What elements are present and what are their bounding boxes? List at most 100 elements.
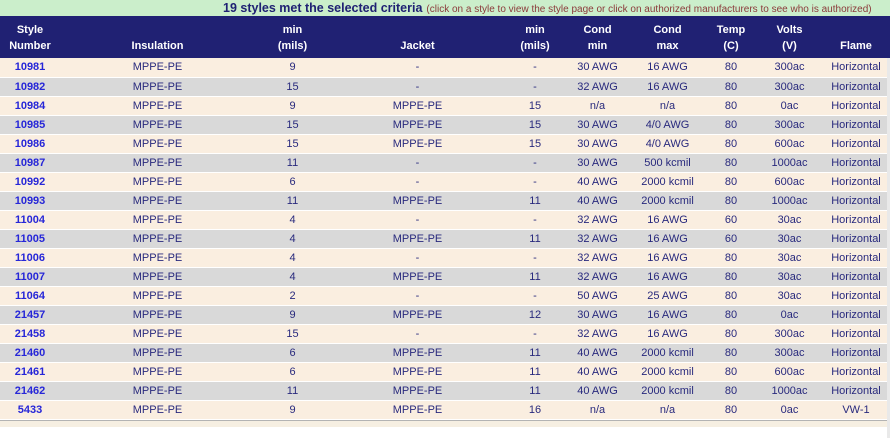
- cell-jacket: MPPE-PE: [330, 400, 505, 420]
- style-number-link[interactable]: 10984: [14, 99, 46, 112]
- cell-cond-max: 16 AWG: [630, 210, 705, 230]
- cell-volts: 0ac: [757, 96, 822, 116]
- cell-insulation-min-mils: 11: [255, 191, 330, 211]
- style-number-link[interactable]: 11005: [15, 232, 45, 245]
- style-number-link[interactable]: 10982: [14, 80, 46, 93]
- results-count-title: 19 styles met the selected criteria: [223, 1, 423, 15]
- cell-jacket-min-mils: -: [505, 172, 565, 192]
- cell-volts: 300ac: [757, 324, 822, 344]
- style-number-link[interactable]: 10981: [14, 61, 46, 74]
- style-number-link[interactable]: 21457: [14, 308, 46, 321]
- style-number-link[interactable]: 21460: [14, 346, 46, 359]
- style-number-link[interactable]: 11064: [15, 289, 45, 302]
- cell-jacket: MPPE-PE: [330, 267, 505, 287]
- cell-insulation-min-mils: 4: [255, 229, 330, 249]
- style-number-link[interactable]: 10986: [14, 137, 46, 150]
- cell-cond-min: n/a: [565, 400, 630, 420]
- style-number-link[interactable]: 21458: [14, 327, 46, 340]
- cell-volts: 600ac: [757, 134, 822, 154]
- column-header-flame-line1: [822, 22, 890, 38]
- cell-jacket-min-mils: 15: [505, 115, 565, 135]
- column-header-insulation-min-mils-line1: min: [282, 24, 303, 36]
- style-number-link[interactable]: 10993: [14, 194, 46, 207]
- cell-flame: Horizontal: [822, 115, 890, 135]
- column-header-insulation-line1: [60, 22, 255, 38]
- cell-cond-max: 4/0 AWG: [630, 134, 705, 154]
- column-header-flame-line2: Flame: [840, 40, 872, 52]
- cell-insulation: MPPE-PE: [60, 267, 255, 287]
- cell-insulation: MPPE-PE: [60, 229, 255, 249]
- cell-flame: Horizontal: [822, 77, 890, 97]
- column-header-insulation-min-mils: min (mils): [255, 16, 330, 58]
- table-row: 21462 MPPE-PE 11 MPPE-PE 11 40 AWG 2000 kcmil 8…: [0, 381, 890, 401]
- cell-flame: VW-1: [822, 400, 890, 420]
- cell-temp-c: 80: [705, 248, 757, 268]
- cell-jacket-min-mils: 11: [505, 191, 565, 211]
- cell-temp-c: 80: [705, 324, 757, 344]
- cell-insulation-min-mils: 6: [255, 362, 330, 382]
- cell-insulation: MPPE-PE: [60, 248, 255, 268]
- cell-cond-min: 32 AWG: [565, 77, 630, 97]
- cell-insulation: MPPE-PE: [60, 362, 255, 382]
- cell-style-number: 21457: [0, 305, 60, 325]
- cell-jacket-min-mils: -: [505, 286, 565, 306]
- cell-insulation-min-mils: 11: [255, 153, 330, 173]
- cell-temp-c: 80: [705, 96, 757, 116]
- cell-volts: 0ac: [757, 305, 822, 325]
- styles-results-table: Style Number Insulation min (mils) Jacket min (…: [0, 16, 890, 420]
- style-number-link[interactable]: 21462: [14, 384, 46, 397]
- style-number-link[interactable]: 10992: [14, 175, 46, 188]
- cell-style-number: 11006: [0, 248, 60, 268]
- cell-style-number: 10992: [0, 172, 60, 192]
- table-row: 10987 MPPE-PE 11- -30 AWG 500 kcmil 80 1000ac H…: [0, 153, 890, 173]
- cell-flame: Horizontal: [822, 286, 890, 306]
- cell-volts: 30ac: [757, 267, 822, 287]
- cell-insulation-min-mils: 15: [255, 324, 330, 344]
- cell-style-number: 10987: [0, 153, 60, 173]
- cell-jacket: MPPE-PE: [330, 305, 505, 325]
- style-number-link[interactable]: 21461: [14, 365, 46, 378]
- cell-temp-c: 80: [705, 172, 757, 192]
- cell-temp-c: 80: [705, 115, 757, 135]
- style-number-link[interactable]: 5433: [17, 403, 43, 416]
- style-number-link[interactable]: 11007: [15, 270, 45, 283]
- column-header-jacket-min-mils-line1: min: [525, 24, 545, 36]
- results-banner: 19 styles met the selected criteria (clic…: [0, 0, 890, 16]
- cell-insulation-min-mils: 4: [255, 210, 330, 230]
- cell-insulation: MPPE-PE: [60, 381, 255, 401]
- style-number-link[interactable]: 10985: [14, 118, 46, 131]
- cell-insulation-min-mils: 9: [255, 305, 330, 325]
- cell-volts: 30ac: [757, 286, 822, 306]
- cell-volts: 300ac: [757, 58, 822, 78]
- cell-temp-c: 80: [705, 134, 757, 154]
- style-number-link[interactable]: 11004: [15, 213, 45, 226]
- cell-flame: Horizontal: [822, 153, 890, 173]
- cell-jacket-min-mils: -: [505, 324, 565, 344]
- cell-style-number: 10986: [0, 134, 60, 154]
- table-header: Style Number Insulation min (mils) Jacket min (…: [0, 16, 890, 58]
- cell-temp-c: 80: [705, 153, 757, 173]
- results-instructions-note: (click on a style to view the style page…: [426, 4, 872, 15]
- cell-insulation-min-mils: 4: [255, 267, 330, 287]
- cell-cond-max: 25 AWG: [630, 286, 705, 306]
- cell-flame: Horizontal: [822, 58, 890, 78]
- style-number-link[interactable]: 10987: [14, 156, 46, 169]
- table-row: 10993 MPPE-PE 11 MPPE-PE 11 40 AWG 2000 kcmil 8…: [0, 191, 890, 211]
- column-header-insulation-line2: Insulation: [131, 40, 184, 52]
- cell-volts: 0ac: [757, 400, 822, 420]
- column-header-temp-c: Temp (C): [705, 16, 757, 58]
- cell-temp-c: 80: [705, 267, 757, 287]
- column-header-cond-min: Cond min: [565, 16, 630, 58]
- table-row: 11064 MPPE-PE 2- -50 AWG 25 AWG 80 30ac Horizon…: [0, 286, 890, 306]
- cell-insulation-min-mils: 15: [255, 77, 330, 97]
- cell-insulation-min-mils: 9: [255, 58, 330, 78]
- column-header-cond-min-line2: min: [587, 40, 608, 52]
- style-number-link[interactable]: 11006: [15, 251, 45, 264]
- cell-insulation-min-mils: 2: [255, 286, 330, 306]
- cell-jacket: -: [330, 248, 505, 268]
- cell-volts: 1000ac: [757, 191, 822, 211]
- cell-cond-max: n/a: [630, 400, 705, 420]
- cell-style-number: 10993: [0, 191, 60, 211]
- right-edge-strip: [887, 58, 890, 438]
- cell-volts: 600ac: [757, 362, 822, 382]
